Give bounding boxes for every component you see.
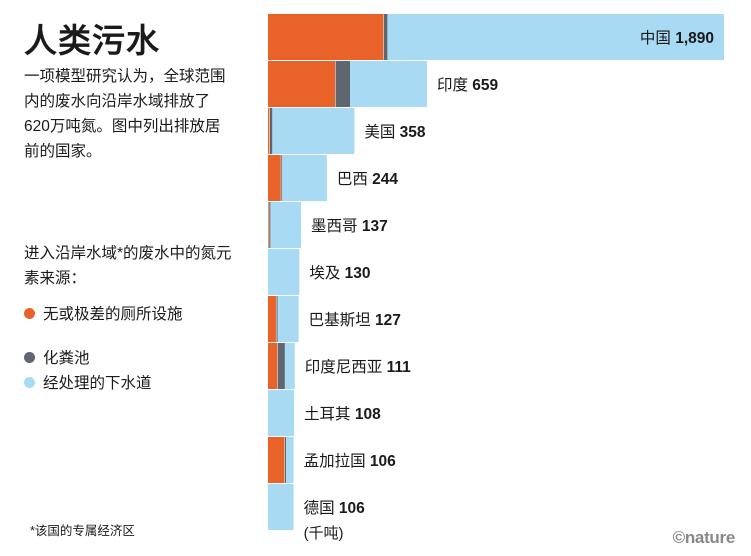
bar-segment-no-toilet (268, 437, 285, 483)
bar-segment-septic (284, 437, 287, 483)
bar-segment-septic (269, 108, 273, 154)
unit-label: (千吨) (304, 525, 344, 542)
category-label: 印度 (437, 76, 472, 94)
legend-swatch-blue (24, 376, 35, 388)
bar-segment-sewer (350, 61, 427, 107)
bar-segment-no-toilet (268, 343, 278, 389)
bar-label: 德国 106 (304, 499, 366, 517)
bar-segment-sewer (268, 484, 294, 530)
legend-label: 化粪池 (43, 350, 90, 367)
bar-label: 墨西哥 137 (311, 218, 388, 235)
value-label: 137 (362, 218, 388, 235)
category-label: 孟加拉国 (304, 452, 370, 470)
bar-segment-sewer (268, 249, 300, 295)
category-label: 墨西哥 (311, 218, 362, 235)
bar-segment-septic (276, 296, 278, 342)
bar-segment-no-toilet (268, 108, 270, 154)
value-label: 127 (375, 312, 401, 329)
category-label: 埃及 (309, 264, 344, 282)
value-label: 659 (472, 77, 498, 94)
bar-segment-sewer (277, 296, 299, 342)
legend-swatch-gray (24, 351, 35, 363)
value-label: 130 (345, 265, 371, 282)
value-label: 106 (339, 500, 365, 517)
bar-segment-septic (383, 14, 388, 60)
category-label: 德国 (304, 499, 339, 517)
bar-label: 中国 1,890 (640, 29, 714, 47)
legend-item-sewer: 经处理的下水道 (24, 371, 152, 393)
bar-label: 美国 358 (364, 123, 426, 141)
bar-label: 印度 659 (437, 76, 499, 94)
value-label: 244 (372, 171, 398, 188)
footnote: *该国的专属经济区 (30, 524, 135, 538)
bar-segment-septic (281, 155, 283, 201)
bar-segment-sewer (387, 14, 724, 60)
bar-segment-no-toilet (268, 61, 336, 107)
legend-swatch-orange (24, 307, 35, 319)
category-label: 巴西 (337, 171, 372, 188)
legend-label: 无或极差的厕所设施 (43, 306, 183, 323)
bar-segment-no-toilet (268, 155, 282, 201)
bar-segment-sewer (284, 343, 295, 389)
value-label: 1,890 (675, 30, 714, 47)
bar-segment-sewer (268, 390, 295, 436)
bar-label: 土耳其 108 (304, 405, 381, 423)
legend-item-no-toilet: 无或极差的厕所设施 (24, 302, 183, 324)
value-label: 358 (400, 124, 426, 141)
legend-heading: 进入沿岸水域*的废水中的氮元素来源： (24, 245, 232, 287)
bar-segment-sewer (272, 108, 355, 154)
value-label: 106 (370, 453, 396, 470)
legend-item-septic: 化粪池 (24, 346, 90, 368)
category-label: 中国 (640, 29, 675, 47)
bar-segment-septic (277, 343, 285, 389)
value-label: 108 (355, 406, 381, 423)
bar-segment-sewer (270, 202, 302, 248)
category-label: 土耳其 (304, 405, 355, 423)
bar-segment-sewer (282, 155, 327, 201)
chart-description: 一项模型研究认为，全球范围内的废水向沿岸水域排放了620万吨氮。图中列出排放居前… (24, 68, 226, 160)
category-label: 印度尼西亚 (305, 358, 387, 376)
bar-segment-no-toilet (268, 202, 270, 248)
legend-label: 经处理的下水道 (43, 375, 152, 392)
bar-label: 孟加拉国 106 (304, 452, 397, 470)
chart-title: 人类污水 (24, 22, 160, 59)
category-label: 美国 (364, 123, 399, 141)
bar-label: 巴基斯坦 127 (309, 311, 401, 329)
bar-segment-septic (269, 202, 271, 248)
bar-segment-septic (335, 61, 351, 107)
category-label: 巴基斯坦 (309, 311, 375, 329)
bar-label: 印度尼西亚 111 (305, 358, 411, 376)
nature-logo: ©nature (672, 528, 736, 547)
bar-segment-no-toilet (268, 296, 277, 342)
bar-segment-no-toilet (268, 14, 384, 60)
value-label: 111 (387, 359, 412, 376)
bar-label: 巴西 244 (337, 171, 399, 188)
bar-label: 埃及 130 (309, 264, 370, 282)
bar-segment-sewer (286, 437, 294, 483)
